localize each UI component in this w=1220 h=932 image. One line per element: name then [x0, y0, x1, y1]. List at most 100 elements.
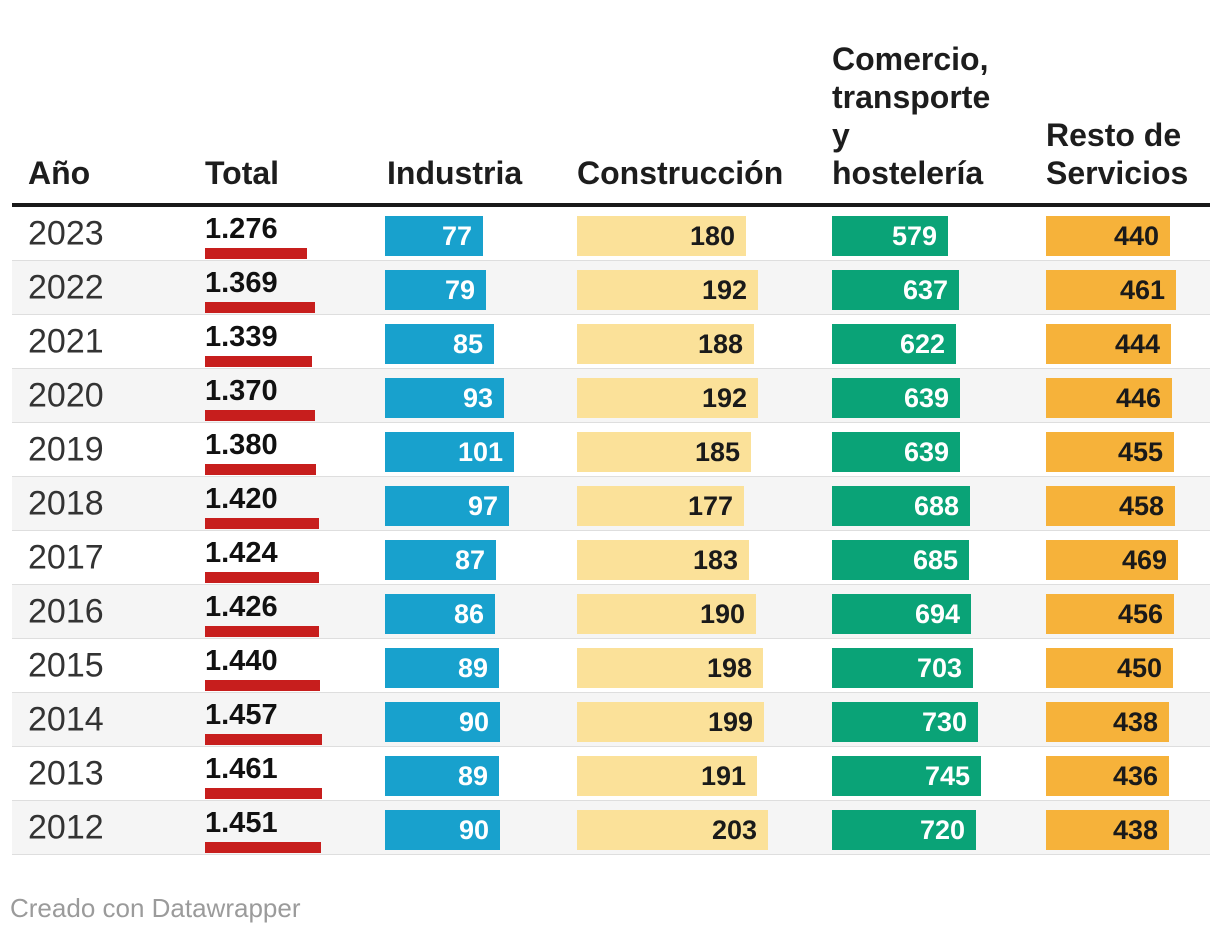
table-row: 2017 1.424 87 183 685 469 — [12, 531, 1210, 585]
table-row: 2021 1.339 85 188 622 444 — [12, 315, 1210, 369]
table-row: 2023 1.276 77 180 579 440 — [12, 207, 1210, 261]
column-header-industria: Industria — [387, 155, 523, 191]
construccion-bar: 190 — [577, 594, 756, 634]
comercio-bar: 745 — [832, 756, 981, 796]
resto-servicios-bar: 455 — [1046, 432, 1174, 472]
year-cell: 2020 — [28, 376, 104, 414]
year-cell: 2017 — [28, 538, 104, 576]
construccion-bar: 180 — [577, 216, 746, 256]
total-cell: 1.461 — [205, 753, 322, 799]
year-cell: 2023 — [28, 214, 104, 252]
total-value: 1.440 — [205, 645, 278, 677]
column-header-year: Año — [28, 155, 91, 191]
total-cell: 1.369 — [205, 267, 315, 313]
resto-servicios-bar: 458 — [1046, 486, 1175, 526]
total-cell: 1.276 — [205, 213, 307, 259]
resto-servicios-bar: 438 — [1046, 702, 1169, 742]
comercio-bar: 639 — [832, 432, 960, 472]
industria-bar: 86 — [385, 594, 495, 634]
comercio-bar: 703 — [832, 648, 973, 688]
total-bar — [205, 788, 322, 799]
comercio-bar: 685 — [832, 540, 969, 580]
total-cell: 1.424 — [205, 537, 319, 583]
total-bar — [205, 302, 315, 313]
column-header-total: Total — [205, 155, 280, 191]
comercio-bar: 579 — [832, 216, 948, 256]
total-cell: 1.426 — [205, 591, 319, 637]
total-cell: 1.440 — [205, 645, 320, 691]
resto-servicios-bar: 438 — [1046, 810, 1169, 850]
resto-servicios-bar: 461 — [1046, 270, 1176, 310]
table-body: 2023 1.276 77 180 579 440 2022 1.369 79 192 637 461… — [12, 207, 1210, 855]
resto-servicios-bar: 436 — [1046, 756, 1169, 796]
total-value: 1.457 — [205, 699, 278, 731]
construccion-bar: 191 — [577, 756, 757, 796]
construccion-bar: 199 — [577, 702, 764, 742]
construccion-bar: 177 — [577, 486, 744, 526]
table-header: Año Total Industria Construcción Comerci… — [12, 0, 1210, 207]
total-bar — [205, 842, 321, 853]
table-row: 2012 1.451 90 203 720 438 — [12, 801, 1210, 855]
total-value: 1.276 — [205, 213, 278, 245]
total-bar — [205, 626, 319, 637]
resto-servicios-bar: 440 — [1046, 216, 1170, 256]
construccion-bar: 183 — [577, 540, 749, 580]
column-header-comercio: Comercio, transporte y hostelería — [832, 41, 991, 191]
industria-bar: 93 — [385, 378, 504, 418]
comercio-bar: 688 — [832, 486, 970, 526]
total-bar — [205, 680, 320, 691]
construccion-bar: 188 — [577, 324, 754, 364]
table-row: 2018 1.420 97 177 688 458 — [12, 477, 1210, 531]
total-bar — [205, 518, 319, 529]
year-cell: 2013 — [28, 754, 104, 792]
construccion-bar: 192 — [577, 270, 758, 310]
total-value: 1.380 — [205, 429, 278, 461]
year-cell: 2014 — [28, 700, 104, 738]
total-bar — [205, 356, 312, 367]
total-value: 1.339 — [205, 321, 278, 353]
comercio-bar: 639 — [832, 378, 960, 418]
year-cell: 2022 — [28, 268, 104, 306]
total-cell: 1.451 — [205, 807, 321, 853]
construccion-bar: 203 — [577, 810, 768, 850]
industria-bar: 90 — [385, 702, 500, 742]
table-row: 2020 1.370 93 192 639 446 — [12, 369, 1210, 423]
construccion-bar: 198 — [577, 648, 763, 688]
comercio-bar: 694 — [832, 594, 971, 634]
year-cell: 2021 — [28, 322, 104, 360]
industria-bar: 79 — [385, 270, 486, 310]
total-bar — [205, 572, 319, 583]
resto-servicios-bar: 444 — [1046, 324, 1171, 364]
total-bar — [205, 248, 307, 259]
industria-bar: 85 — [385, 324, 494, 364]
industria-bar: 89 — [385, 756, 499, 796]
comercio-bar: 637 — [832, 270, 959, 310]
total-cell: 1.420 — [205, 483, 319, 529]
resto-servicios-bar: 446 — [1046, 378, 1172, 418]
resto-servicios-bar: 469 — [1046, 540, 1178, 580]
industria-bar: 97 — [385, 486, 509, 526]
industria-bar: 89 — [385, 648, 499, 688]
total-value: 1.426 — [205, 591, 278, 623]
total-bar — [205, 464, 316, 475]
table-row: 2019 1.380 101 185 639 455 — [12, 423, 1210, 477]
industria-bar: 90 — [385, 810, 500, 850]
comercio-bar: 730 — [832, 702, 978, 742]
column-header-resto: Resto de Servicios — [1046, 117, 1189, 191]
total-value: 1.461 — [205, 753, 278, 785]
table-row: 2016 1.426 86 190 694 456 — [12, 585, 1210, 639]
table-row: 2013 1.461 89 191 745 436 — [12, 747, 1210, 801]
year-cell: 2016 — [28, 592, 104, 630]
year-cell: 2012 — [28, 808, 104, 846]
total-cell: 1.380 — [205, 429, 316, 475]
table-row: 2022 1.369 79 192 637 461 — [12, 261, 1210, 315]
construccion-bar: 192 — [577, 378, 758, 418]
resto-servicios-bar: 450 — [1046, 648, 1173, 688]
year-cell: 2015 — [28, 646, 104, 684]
comercio-bar: 720 — [832, 810, 976, 850]
industria-bar: 101 — [385, 432, 514, 472]
total-value: 1.369 — [205, 267, 278, 299]
datawrapper-credit-link[interactable]: Creado con Datawrapper — [10, 893, 301, 923]
table-row: 2014 1.457 90 199 730 438 — [12, 693, 1210, 747]
